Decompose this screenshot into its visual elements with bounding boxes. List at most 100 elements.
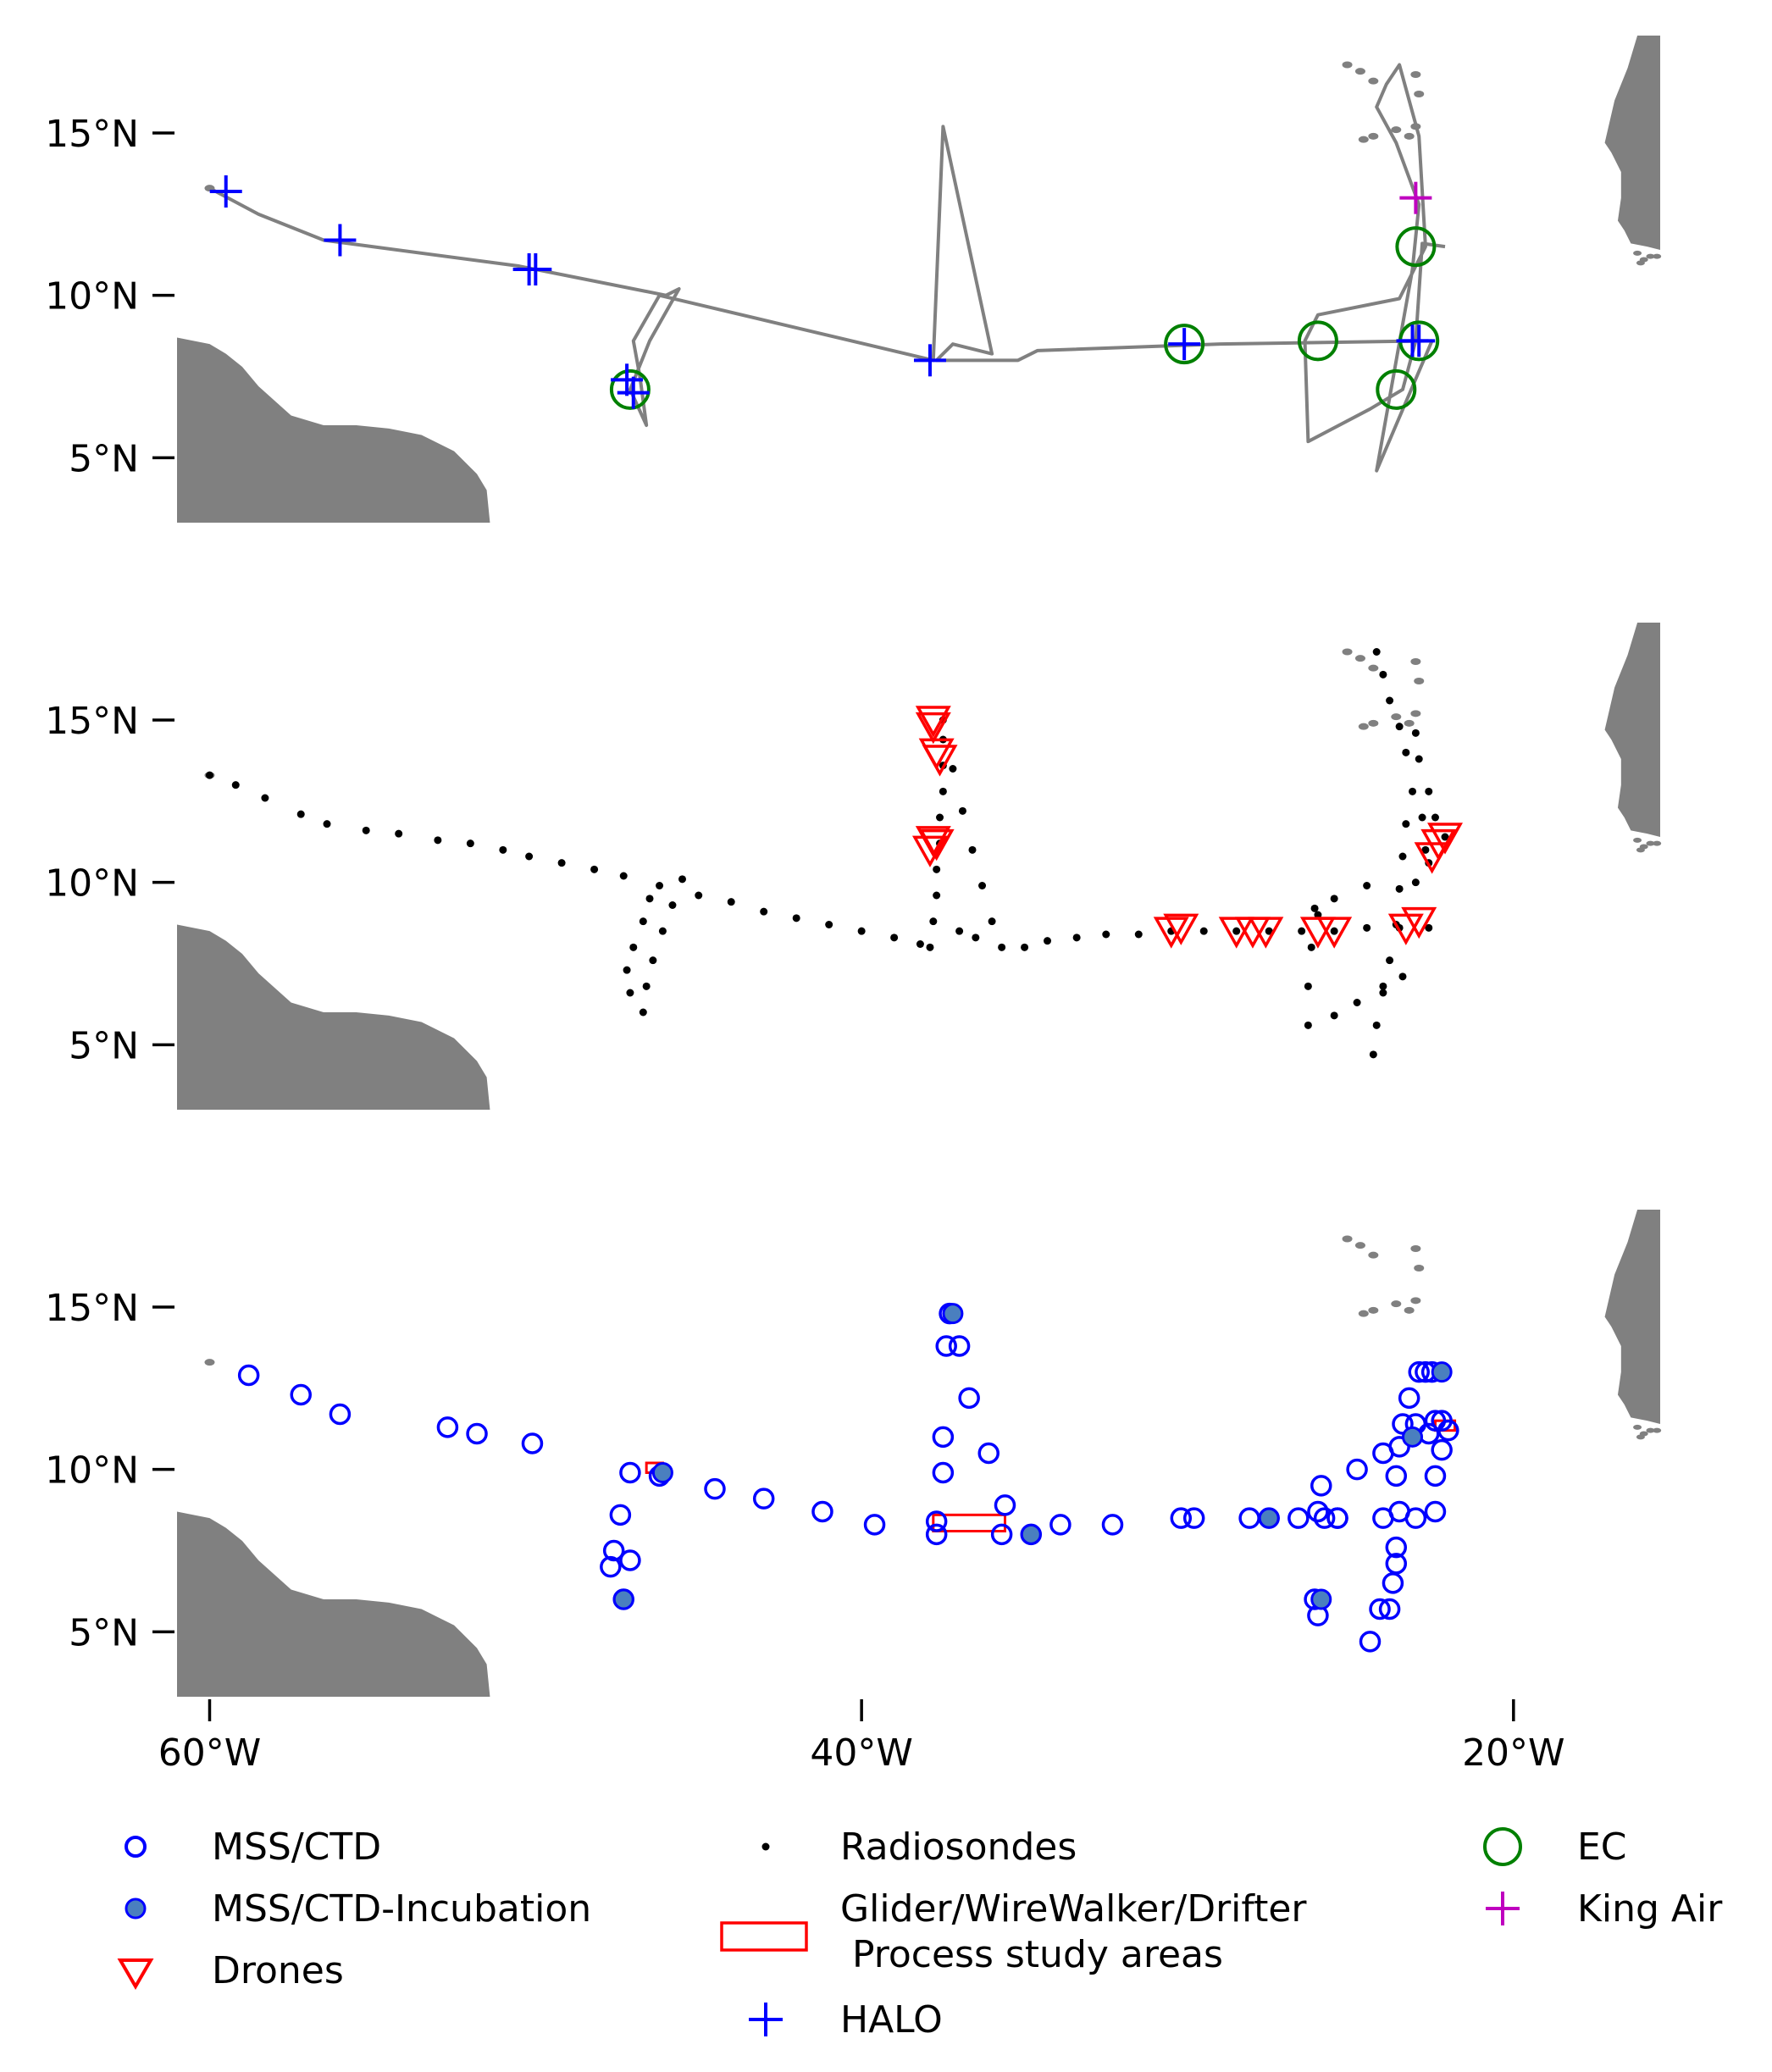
mss-ctd-station (1049, 1514, 1072, 1536)
lon-tick-label: 40°W (810, 1731, 913, 1775)
island-cape-verde (1358, 723, 1369, 730)
radiosonde-point (639, 917, 647, 926)
radiosonde-point (933, 865, 941, 873)
radiosonde-point (1232, 927, 1241, 935)
radiosonde-point (1353, 999, 1361, 1006)
island-cape-verde (1410, 710, 1421, 717)
mss-ctd-station (925, 1510, 948, 1532)
radiosonde-point (1021, 943, 1029, 951)
radiosonde-point (1363, 923, 1371, 932)
radiosonde-point (499, 845, 507, 854)
radiosonde-point (668, 901, 677, 909)
lat-tick-label: 10°N (45, 862, 139, 906)
radiosonde-point (760, 907, 768, 916)
radiosonde-point (1379, 670, 1387, 679)
radiosonde-point (656, 882, 664, 889)
radiosonde-point (649, 956, 657, 965)
mss-ctd-station (600, 1555, 622, 1578)
mss-ctd-station (1170, 1507, 1193, 1529)
mss-ctd-station (1385, 1536, 1408, 1559)
mss-ctd-station (290, 1383, 312, 1406)
mss-ctd-station (1408, 1360, 1430, 1383)
halo-legend-icon (749, 2003, 783, 2036)
mss-ctd-station (925, 1523, 948, 1546)
mss-ctd-station (935, 1335, 957, 1357)
mss-ctd-station (1378, 1598, 1401, 1620)
island-cape-verde (1391, 1300, 1402, 1308)
island-cape-verde (1342, 648, 1353, 656)
drone-marker (918, 738, 955, 770)
radiosonde-point (978, 882, 987, 889)
ec-legend-icon (1483, 1827, 1522, 1866)
mss-ctd-station (863, 1514, 886, 1536)
island-cape-verde (1414, 91, 1425, 97)
incubation-station (1310, 1588, 1332, 1610)
radiosonde-point (1398, 972, 1407, 981)
drone-marker (915, 706, 951, 738)
radiosonde-point (958, 806, 966, 815)
mss-ctd-station (1424, 1500, 1447, 1523)
ec-marker (1164, 324, 1205, 365)
island-bissagos (1633, 837, 1642, 843)
radiosonde-point (678, 875, 686, 884)
island-barbados (204, 1359, 215, 1366)
mss-ctd-station (1437, 1419, 1459, 1442)
drones-legend-icon (117, 1958, 154, 1990)
island-bissagos (1653, 1427, 1662, 1433)
incubation-station (1258, 1507, 1280, 1529)
lon-tick-label: 60°W (158, 1731, 262, 1775)
mss-ctd-station (977, 1442, 1000, 1465)
radiosonde-point (1402, 748, 1410, 756)
island-cape-verde (1368, 719, 1379, 727)
incubation-station (651, 1462, 673, 1483)
drone-marker (1414, 842, 1450, 874)
legend-label-mss-ctd: MSS/CTD (212, 1825, 381, 1869)
radiosonde-point (890, 934, 899, 942)
island-bissagos (1636, 260, 1645, 266)
mss-ctd-legend-icon (125, 1836, 147, 1858)
ship-track-line (208, 63, 1446, 473)
mss-ctd-station (466, 1422, 488, 1445)
mss-ctd-station (1101, 1514, 1124, 1536)
radiosonde-point (1425, 787, 1433, 795)
drone-marker (1163, 913, 1199, 945)
lat-tick-label: 15°N (45, 700, 139, 743)
radiosonde-point (1102, 930, 1110, 939)
radiosonde-point (1411, 878, 1420, 887)
radiosonde-point (1314, 911, 1322, 919)
radiosonde-point (395, 829, 403, 838)
island-cape-verde (1404, 1306, 1415, 1314)
mss-ctd-station (948, 1335, 971, 1357)
island-cape-verde (1354, 1242, 1365, 1249)
radiosonde-point (1134, 930, 1143, 939)
radiosonde-point (557, 859, 566, 867)
mss-ctd-station (1372, 1507, 1394, 1529)
radiosonde-point (998, 943, 1006, 951)
incubation-legend-icon (125, 1897, 147, 1920)
land-africa (1604, 623, 1660, 850)
mss-ctd-station (1404, 1507, 1427, 1529)
island-bissagos (1646, 1427, 1655, 1433)
ec-marker (1376, 368, 1417, 410)
drone-marker (1299, 917, 1336, 949)
radiosonde-point (936, 813, 944, 822)
radiosonde-point (695, 891, 703, 900)
island-bissagos (1633, 250, 1642, 256)
island-bissagos (1636, 847, 1645, 853)
radiosonde-point (1386, 696, 1394, 705)
island-bissagos (1646, 840, 1655, 846)
process-study-area (932, 1513, 1006, 1533)
mss-ctd-station (1307, 1500, 1329, 1523)
radiosonde-point (857, 927, 866, 935)
land-africa (1604, 1210, 1660, 1438)
mss-ctd-station (1238, 1507, 1260, 1529)
mss-ctd-station (752, 1488, 775, 1510)
lon-tick-label: 20°W (1462, 1731, 1565, 1775)
mss-ctd-station (1326, 1507, 1348, 1529)
legend-label-process-areas-line2: Process study areas (840, 1933, 1223, 1976)
mss-ctd-station (602, 1539, 625, 1562)
island-bissagos (1636, 1434, 1645, 1440)
mss-ctd-station (704, 1477, 726, 1500)
radiosonde-point (362, 826, 370, 834)
radiosonde-point (626, 989, 634, 997)
